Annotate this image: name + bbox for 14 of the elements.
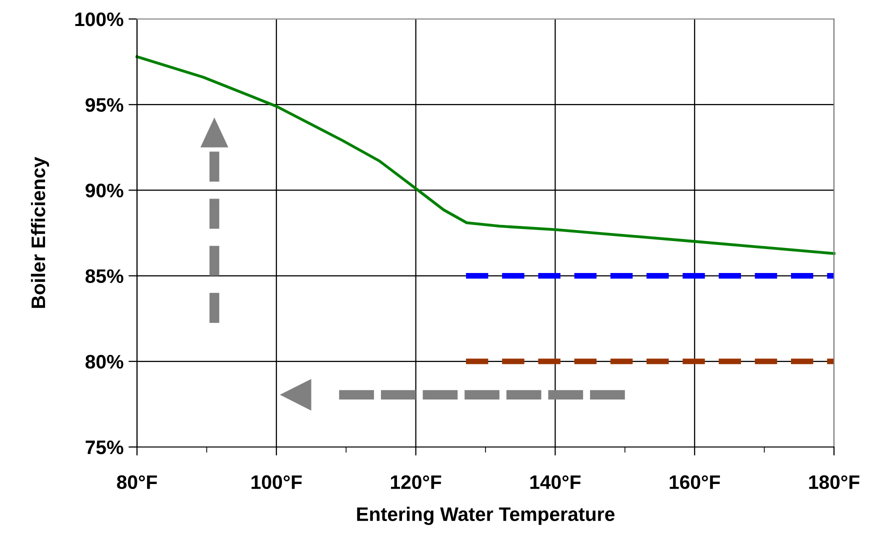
y-tick-label: 95%: [86, 98, 124, 112]
x-tick-label: 180°F: [809, 475, 860, 490]
y-tick-label: 85%: [86, 269, 124, 284]
x-tick-label: 100°F: [252, 475, 302, 490]
y-tick-label: 75%: [86, 440, 124, 454]
y-tick-label: 90%: [86, 184, 124, 198]
y-tick-label: 80%: [86, 354, 124, 369]
x-axis-title: Entering Water Temperature: [357, 506, 614, 526]
x-tick-label: 120°F: [390, 475, 442, 490]
x-tick-label: 140°F: [530, 475, 581, 490]
x-tick-label: 160°F: [670, 475, 720, 490]
y-axis-title: Boiler Efficiency: [30, 156, 50, 308]
y-tick-label: 100%: [75, 12, 124, 26]
x-tick-label: 80°F: [116, 475, 157, 490]
